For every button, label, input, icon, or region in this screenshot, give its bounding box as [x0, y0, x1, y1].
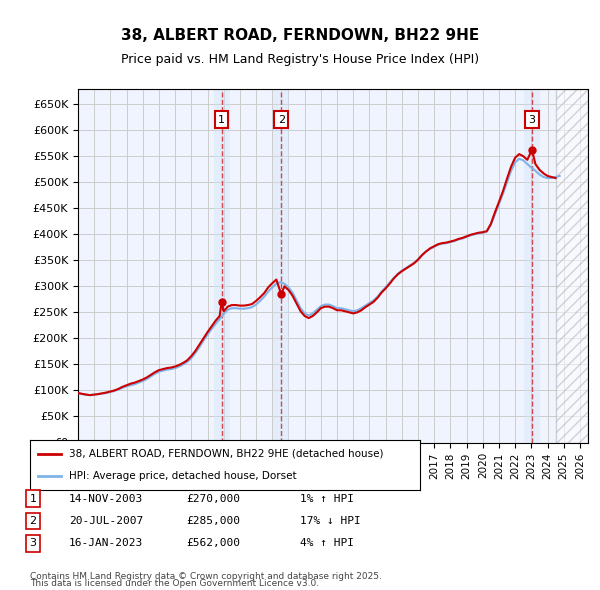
Bar [524, 88, 540, 442]
Text: 38, ALBERT ROAD, FERNDOWN, BH22 9HE: 38, ALBERT ROAD, FERNDOWN, BH22 9HE [121, 28, 479, 43]
Text: 17% ↓ HPI: 17% ↓ HPI [300, 516, 361, 526]
Text: Price paid vs. HM Land Registry's House Price Index (HPI): Price paid vs. HM Land Registry's House … [121, 53, 479, 65]
Text: 1: 1 [29, 494, 37, 503]
Text: 16-JAN-2023: 16-JAN-2023 [69, 539, 143, 548]
Text: 1: 1 [218, 114, 225, 124]
Text: 1% ↑ HPI: 1% ↑ HPI [300, 494, 354, 503]
Text: £270,000: £270,000 [186, 494, 240, 503]
Text: 2: 2 [278, 114, 285, 124]
Text: HPI: Average price, detached house, Dorset: HPI: Average price, detached house, Dors… [69, 471, 296, 481]
Text: 38, ALBERT ROAD, FERNDOWN, BH22 9HE (detached house): 38, ALBERT ROAD, FERNDOWN, BH22 9HE (det… [69, 448, 383, 458]
Bar [556, 88, 588, 442]
Text: £562,000: £562,000 [186, 539, 240, 548]
Text: 4% ↑ HPI: 4% ↑ HPI [300, 539, 354, 548]
Text: 2: 2 [29, 516, 37, 526]
Bar [273, 88, 289, 442]
Text: Contains HM Land Registry data © Crown copyright and database right 2025.: Contains HM Land Registry data © Crown c… [30, 572, 382, 581]
Text: 3: 3 [29, 539, 37, 548]
Bar [214, 88, 230, 442]
Text: £285,000: £285,000 [186, 516, 240, 526]
Text: 3: 3 [529, 114, 535, 124]
Text: This data is licensed under the Open Government Licence v3.0.: This data is licensed under the Open Gov… [30, 579, 319, 588]
Text: 14-NOV-2003: 14-NOV-2003 [69, 494, 143, 503]
Text: 20-JUL-2007: 20-JUL-2007 [69, 516, 143, 526]
